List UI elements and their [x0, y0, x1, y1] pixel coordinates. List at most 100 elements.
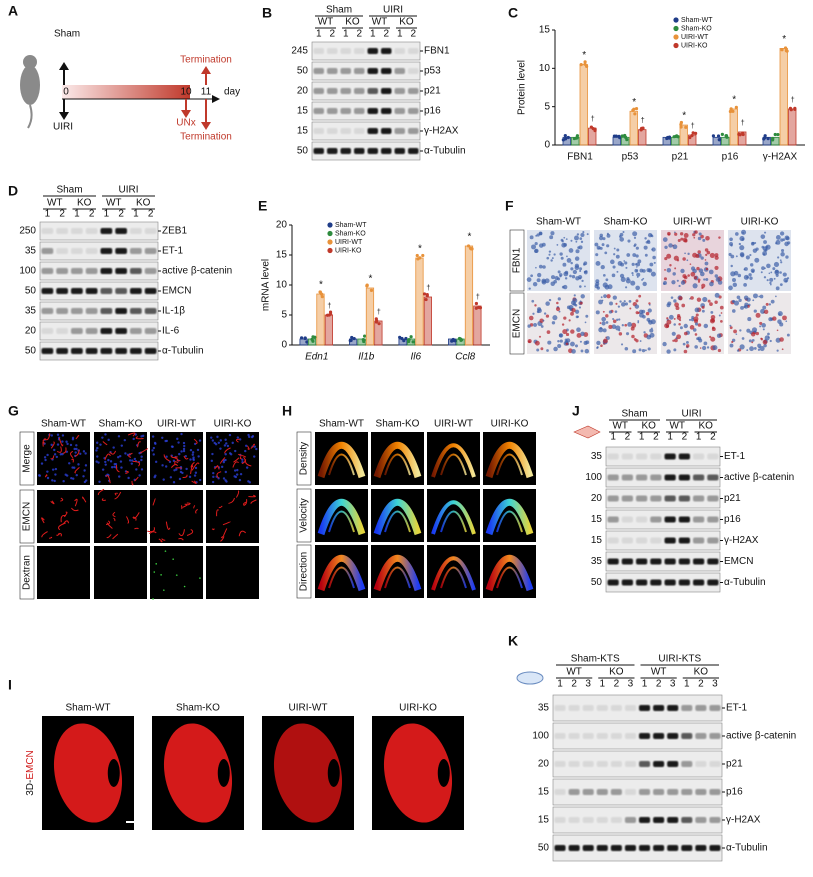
protein-label: α-Tubulin: [726, 843, 768, 854]
blot-band: [596, 761, 608, 767]
stain: [559, 252, 563, 256]
blot-band: [327, 128, 338, 134]
stain: [776, 329, 779, 332]
stain: [526, 277, 532, 283]
blot-band: [624, 733, 636, 739]
dot: [776, 132, 780, 137]
bar: [629, 110, 638, 146]
lane-label: 1: [684, 679, 690, 690]
lane-label: 1: [104, 209, 110, 220]
stain: [637, 311, 640, 314]
nucleus: [153, 441, 157, 445]
y-tick-label: 10: [276, 280, 288, 291]
stain: [559, 275, 562, 278]
vessel: [41, 517, 45, 524]
stain: [532, 281, 538, 287]
blot-band: [130, 248, 142, 254]
blot-band: [354, 128, 365, 134]
blot-band: [367, 128, 378, 134]
stain: [534, 241, 538, 246]
nucleus: [189, 448, 193, 452]
stain: [696, 266, 700, 271]
y-tick-label: 15: [276, 250, 288, 261]
blot-strip: [552, 778, 723, 806]
stain: [705, 253, 708, 256]
blot-band: [354, 108, 365, 114]
column-label: UIRI-WT: [157, 419, 196, 430]
stain: [663, 281, 667, 285]
blot-band: [115, 248, 127, 254]
blot-band: [130, 268, 142, 274]
stain: [534, 340, 540, 346]
nucleus: [211, 452, 214, 456]
stain: [692, 328, 697, 332]
nucleus: [253, 445, 257, 448]
stain: [649, 328, 654, 333]
mw-label: 245: [291, 46, 308, 57]
blot-band: [610, 733, 622, 739]
blot-band: [693, 495, 705, 502]
stain: [690, 271, 696, 277]
vessel: [135, 436, 144, 440]
stain: [606, 294, 611, 299]
significance-mark: †: [741, 120, 745, 127]
vessel: [243, 499, 248, 507]
stain: [601, 321, 606, 326]
blot-band: [130, 228, 142, 234]
stain: [575, 240, 578, 243]
blot-band: [568, 705, 580, 711]
nucleus: [244, 449, 247, 453]
column-label: Sham-KO: [604, 217, 648, 228]
stain: [559, 339, 563, 343]
dot: [352, 336, 356, 341]
legend-label: Sham-KO: [335, 230, 366, 237]
stain: [779, 271, 782, 274]
vessel-inner: [496, 566, 523, 589]
stain: [673, 299, 677, 303]
nucleus: [128, 459, 132, 462]
nucleus: [117, 435, 121, 438]
blot-band: [367, 148, 378, 154]
stain: [603, 294, 607, 298]
blot-band: [367, 48, 378, 54]
stain: [744, 304, 748, 309]
stain: [621, 324, 624, 327]
stain: [758, 295, 761, 298]
stain: [580, 349, 584, 353]
stain: [732, 282, 738, 288]
stain: [762, 253, 766, 256]
stain: [536, 233, 540, 237]
dot: [572, 136, 576, 141]
stain: [638, 294, 642, 298]
vessel: [244, 459, 252, 467]
stain: [620, 302, 626, 307]
stain: [634, 268, 639, 273]
blot-band: [41, 348, 54, 354]
blot-band: [115, 268, 127, 274]
lane-label: 2: [410, 29, 416, 40]
blot-band: [667, 845, 679, 851]
blot-band: [144, 248, 157, 254]
blot-band: [367, 88, 378, 94]
stain: [664, 268, 666, 271]
stain: [714, 300, 718, 304]
stain: [736, 295, 741, 300]
stain: [594, 242, 599, 247]
kidney-hilum: [217, 759, 230, 787]
stain: [671, 331, 676, 336]
stain: [566, 305, 571, 310]
vessel: [113, 517, 116, 522]
nucleus: [70, 476, 73, 480]
stain: [584, 270, 588, 273]
stain: [735, 232, 739, 236]
nucleus: [83, 469, 86, 472]
stain: [679, 326, 683, 330]
stain: [761, 323, 766, 328]
bar: [579, 64, 588, 146]
mw-label: 250: [19, 226, 36, 237]
stain: [620, 343, 624, 346]
vessel: [193, 438, 198, 444]
nucleus: [151, 449, 154, 452]
stain: [767, 332, 770, 336]
stain: [760, 271, 763, 274]
